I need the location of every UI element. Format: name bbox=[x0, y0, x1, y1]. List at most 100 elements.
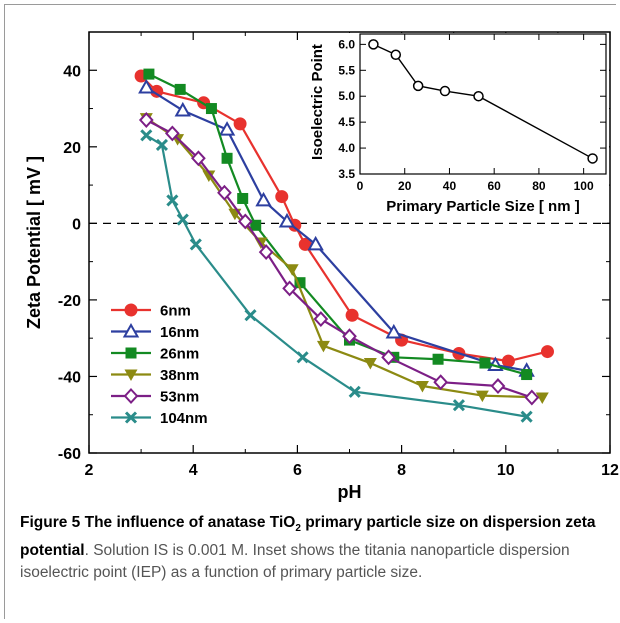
data-point-104nm bbox=[189, 238, 202, 251]
data-point-53nm bbox=[258, 244, 274, 261]
inset-y-tick-label: 4.0 bbox=[338, 141, 355, 155]
data-point-104nm bbox=[452, 399, 465, 412]
inset-data-point bbox=[439, 85, 451, 97]
data-point-16nm bbox=[255, 191, 272, 207]
series-line-104nm bbox=[145, 134, 527, 418]
data-point-26nm bbox=[221, 152, 233, 164]
legend-marker-53nm bbox=[123, 388, 139, 404]
series-104nm bbox=[140, 129, 533, 423]
data-point-53nm bbox=[524, 389, 540, 406]
data-point-26nm bbox=[432, 353, 444, 365]
data-point-104nm bbox=[244, 309, 257, 322]
main-y-tick-label: -20 bbox=[58, 293, 81, 310]
main-y-axis-label: Zeta Potential [ mV ] bbox=[24, 156, 44, 329]
inset-y-axis-label: Isoelectric Point bbox=[309, 44, 326, 160]
inset-axes-frame bbox=[359, 33, 607, 175]
data-point-38nm bbox=[415, 381, 429, 393]
inset-x-axis-label: Primary Particle Size [ nm ] bbox=[386, 198, 579, 215]
data-point-53nm bbox=[217, 184, 232, 201]
data-point-26nm bbox=[479, 357, 491, 369]
series-line-6nm bbox=[140, 75, 548, 363]
inset-y-tick-label: 3.5 bbox=[338, 167, 355, 181]
main-plot: -60 -40 -20 0 20 40 2 4 6 8 10 12 pH Zeta Potential [… bbox=[24, 31, 619, 502]
legend-label-104nm: 104nm bbox=[160, 410, 208, 427]
data-point-53nm bbox=[191, 150, 206, 167]
data-point-6nm bbox=[275, 190, 289, 204]
main-x-axis-label: pH bbox=[338, 482, 362, 502]
series-53nm bbox=[138, 112, 540, 406]
inset-y-tick-label: 6.0 bbox=[338, 37, 355, 51]
data-point-38nm bbox=[475, 390, 489, 403]
data-point-26nm bbox=[237, 192, 249, 204]
legend-label-38nm: 38nm bbox=[160, 367, 199, 384]
legend-label-6nm: 6nm bbox=[160, 303, 191, 320]
data-point-38nm bbox=[202, 170, 216, 183]
data-point-6nm bbox=[233, 117, 247, 131]
data-point-104nm bbox=[348, 385, 361, 398]
data-point-16nm bbox=[385, 323, 402, 339]
legend-marker-104nm bbox=[124, 411, 138, 424]
inset-x-tick-label: 20 bbox=[398, 179, 412, 193]
data-point-38nm bbox=[285, 264, 299, 276]
inset-x-tick-label: 60 bbox=[488, 179, 502, 193]
zeta-potential-chart: -60 -40 -20 0 20 40 2 4 6 8 10 12 pH Zeta Potential [… bbox=[24, 31, 619, 502]
legend: 6nm 16nm 26nm 38nm 53nm 104nm bbox=[111, 303, 208, 427]
data-point-26nm bbox=[250, 219, 262, 231]
data-point-16nm bbox=[278, 212, 296, 228]
data-point-26nm bbox=[143, 68, 155, 80]
data-point-104nm bbox=[296, 351, 309, 364]
data-point-16nm bbox=[218, 121, 236, 136]
main-y-tick-label: 0 bbox=[72, 216, 81, 233]
data-point-104nm bbox=[140, 129, 153, 142]
data-point-6nm bbox=[345, 308, 359, 322]
main-x-tick-label: 4 bbox=[189, 462, 198, 479]
data-point-53nm bbox=[282, 280, 297, 297]
inset-plot: 3.5 4.0 4.5 5.0 5.5 6.0 0 20 40 60 80 100 Primary Pa… bbox=[300, 33, 609, 217]
inset-y-tick-label: 4.5 bbox=[338, 115, 355, 129]
inset-x-tick-label: 0 bbox=[357, 179, 364, 193]
inset-data-point bbox=[368, 39, 379, 50]
data-point-6nm bbox=[501, 354, 515, 368]
caption-text: . Solution IS is 0.001 M. Inset shows th… bbox=[20, 542, 570, 582]
data-point-38nm bbox=[316, 340, 330, 353]
legend-marker-26nm bbox=[125, 347, 137, 359]
data-point-104nm bbox=[176, 213, 189, 226]
legend-marker-38nm bbox=[124, 369, 138, 381]
inset-data-point bbox=[390, 49, 402, 60]
legend-marker-6nm bbox=[124, 303, 138, 317]
inset-data-point bbox=[412, 80, 424, 92]
data-point-53nm bbox=[138, 112, 154, 129]
legend-label-16nm: 16nm bbox=[160, 324, 199, 341]
data-point-104nm bbox=[520, 410, 533, 423]
legend-marker-16nm bbox=[122, 322, 140, 338]
main-y-tick-label: 40 bbox=[63, 63, 81, 80]
inset-series bbox=[368, 39, 598, 164]
data-point-53nm bbox=[381, 349, 396, 366]
main-x-tick-label: 12 bbox=[601, 462, 619, 479]
data-point-26nm bbox=[294, 277, 306, 289]
data-point-16nm bbox=[138, 78, 155, 94]
data-point-53nm bbox=[490, 378, 506, 394]
data-point-16nm bbox=[307, 235, 324, 251]
main-x-tick-label: 8 bbox=[397, 462, 406, 479]
caption-title: Figure 5 The influence of anatase TiO2 p… bbox=[20, 514, 596, 560]
inset-y-tick-label: 5.0 bbox=[338, 89, 355, 103]
main-x-tick-label: 10 bbox=[497, 462, 515, 479]
data-point-16nm bbox=[174, 101, 191, 117]
data-point-53nm bbox=[313, 311, 329, 328]
main-y-tick-label: 20 bbox=[63, 140, 81, 157]
data-point-53nm bbox=[237, 213, 253, 230]
data-point-104nm bbox=[166, 194, 179, 207]
data-point-38nm bbox=[535, 392, 549, 405]
inset-x-tick-label: 100 bbox=[574, 179, 594, 193]
main-x-tick-label: 6 bbox=[293, 462, 302, 479]
data-point-6nm bbox=[540, 345, 554, 359]
data-point-38nm bbox=[363, 358, 377, 370]
data-point-26nm bbox=[174, 83, 186, 95]
legend-label-26nm: 26nm bbox=[160, 346, 199, 363]
inset-data-point bbox=[587, 153, 598, 164]
data-point-26nm bbox=[521, 369, 533, 381]
series-6nm bbox=[134, 69, 554, 368]
main-y-tick-label: -60 bbox=[58, 446, 81, 463]
data-point-53nm bbox=[433, 374, 449, 391]
